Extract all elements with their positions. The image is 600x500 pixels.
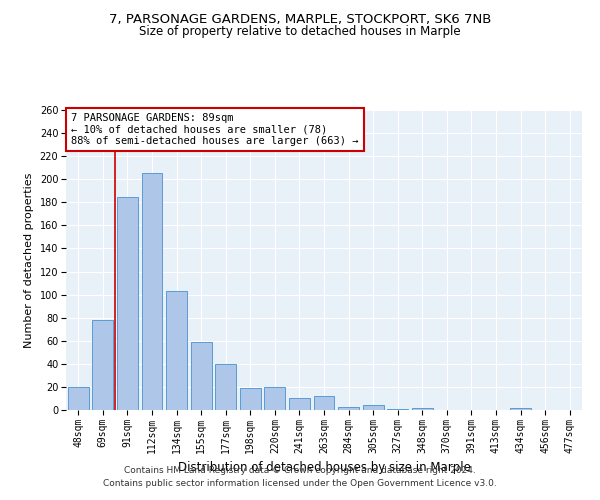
Text: 7 PARSONAGE GARDENS: 89sqm
← 10% of detached houses are smaller (78)
88% of semi: 7 PARSONAGE GARDENS: 89sqm ← 10% of deta… xyxy=(71,113,359,146)
Bar xyxy=(191,342,212,410)
Bar xyxy=(117,196,138,410)
Y-axis label: Number of detached properties: Number of detached properties xyxy=(24,172,34,348)
Bar xyxy=(240,388,261,410)
Text: Contains HM Land Registry data © Crown copyright and database right 2024.
Contai: Contains HM Land Registry data © Crown c… xyxy=(103,466,497,487)
Bar xyxy=(68,387,89,410)
Bar xyxy=(92,320,113,410)
X-axis label: Distribution of detached houses by size in Marple: Distribution of detached houses by size … xyxy=(178,461,470,474)
Bar xyxy=(142,174,163,410)
Text: Size of property relative to detached houses in Marple: Size of property relative to detached ho… xyxy=(139,25,461,38)
Bar xyxy=(510,408,531,410)
Text: 7, PARSONAGE GARDENS, MARPLE, STOCKPORT, SK6 7NB: 7, PARSONAGE GARDENS, MARPLE, STOCKPORT,… xyxy=(109,12,491,26)
Bar xyxy=(362,406,383,410)
Bar xyxy=(166,291,187,410)
Bar xyxy=(289,398,310,410)
Bar xyxy=(412,408,433,410)
Bar xyxy=(215,364,236,410)
Bar xyxy=(387,409,408,410)
Bar xyxy=(338,406,359,410)
Bar xyxy=(265,387,286,410)
Bar xyxy=(314,396,334,410)
